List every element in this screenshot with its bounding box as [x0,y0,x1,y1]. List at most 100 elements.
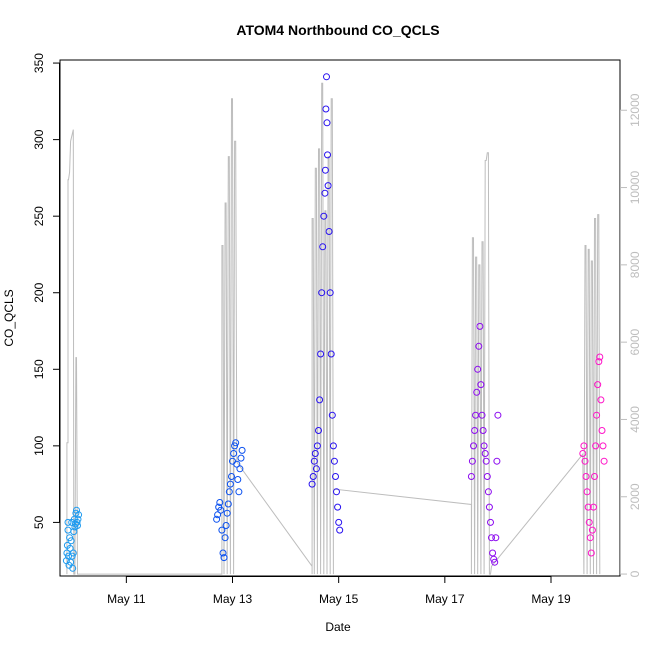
data-point [582,473,590,480]
data-point [315,427,322,434]
flight-5-series [579,353,608,557]
plot-frame [59,59,621,577]
data-point [217,506,225,514]
data-point [482,457,490,465]
data-point [221,534,229,542]
flight-4-series [467,322,502,566]
data-point [328,411,336,419]
data-point [588,526,596,534]
data-point [220,554,228,562]
x-axis: May 11 May 13 May 15 May 17 May 19 [107,576,571,606]
secondary-y-axis: 0 2000 4000 6000 8000 10000 12000 [620,93,642,577]
data-point [73,518,81,526]
data-point [230,450,238,457]
co-points [62,73,608,572]
data-point [333,488,340,496]
data-point [489,549,497,557]
data-point [324,151,331,159]
data-point [480,442,488,450]
data-point [323,119,331,127]
flight-2-series [213,439,246,562]
data-point [474,365,482,373]
x-tick-label: May 19 [531,592,571,606]
data-point [468,457,476,465]
data-point [324,182,332,190]
data-point [69,564,77,572]
data-point [483,473,491,480]
data-point [312,465,320,473]
data-point [320,212,328,220]
data-point [311,450,319,457]
x-tick-label: May 15 [319,592,359,606]
data-point [232,439,240,447]
data-point [598,427,606,434]
data-point [321,166,329,174]
data-point [75,511,83,519]
flight-1-series [62,506,83,572]
y-axis-label: CO_QCLS [2,289,16,346]
data-point [317,350,325,358]
data-point [596,353,604,361]
data-point [493,457,501,465]
data-point [64,526,72,534]
data-point [488,534,495,542]
data-point [68,552,76,560]
data-point [222,522,230,529]
data-point [332,473,339,480]
data-point [228,473,235,480]
data-point [491,558,499,566]
data-point [579,450,587,457]
data-point [484,488,492,496]
data-point [597,396,605,404]
data-point [595,358,603,366]
data-point [322,105,330,113]
data-point [66,544,74,552]
data-point [70,528,78,536]
data-point [594,381,602,389]
y-axis: 50 100 150 200 250 300 350 [32,53,60,529]
data-point [475,342,483,350]
y2-tick-label: 2000 [628,483,642,510]
data-point [590,503,597,511]
data-point [591,473,598,480]
data-point [336,526,344,534]
data-point [587,549,595,557]
data-point [325,228,333,235]
data-point [237,454,245,462]
data-point [67,537,75,545]
x-tick-label: May 11 [107,592,146,606]
data-point [219,549,227,557]
data-point [224,500,232,508]
y2-tick-label: 8000 [628,251,642,278]
data-point [494,411,502,419]
chart-title: ATOM4 Northbound CO_QCLS [236,22,439,38]
y-tick-label: 50 [32,515,46,529]
data-point [323,73,330,81]
data-point [478,411,486,419]
altitude-line [66,82,601,575]
data-point [477,381,485,389]
data-point [308,480,316,488]
x-tick-label: May 13 [213,592,253,606]
y2-tick-label: 6000 [628,328,642,355]
y-tick-label: 350 [32,53,46,73]
altitude-series [66,82,601,575]
data-point [592,442,600,450]
y-tick-label: 200 [32,282,46,302]
data-point [226,480,234,488]
y2-tick-label: 10000 [628,171,642,205]
data-point [65,552,72,560]
data-point [492,534,500,542]
data-point [214,511,222,519]
data-point [584,503,592,511]
data-point [471,427,479,434]
data-point [599,442,607,450]
data-point [309,473,317,480]
y-tick-label: 250 [32,206,46,226]
data-point [69,549,77,557]
data-point [64,518,72,526]
data-point [223,509,231,517]
data-point [600,457,608,465]
data-point [585,518,593,526]
